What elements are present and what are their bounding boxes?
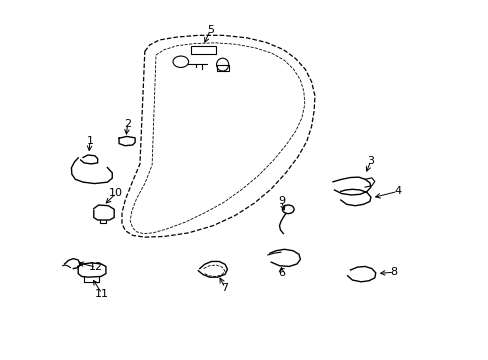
Text: 11: 11 [95, 289, 109, 298]
Text: 4: 4 [393, 186, 400, 197]
Text: 12: 12 [89, 262, 103, 272]
Bar [216, 64, 228, 71]
Text: 5: 5 [206, 25, 214, 35]
Text: 6: 6 [277, 268, 285, 278]
Text: 3: 3 [366, 156, 374, 166]
Text: 8: 8 [390, 267, 397, 277]
Text: 1: 1 [86, 136, 93, 147]
Text: 7: 7 [221, 283, 228, 293]
Text: 10: 10 [109, 188, 123, 198]
Text: 2: 2 [124, 118, 131, 129]
Bar [191, 46, 216, 54]
Text: 9: 9 [277, 196, 285, 206]
